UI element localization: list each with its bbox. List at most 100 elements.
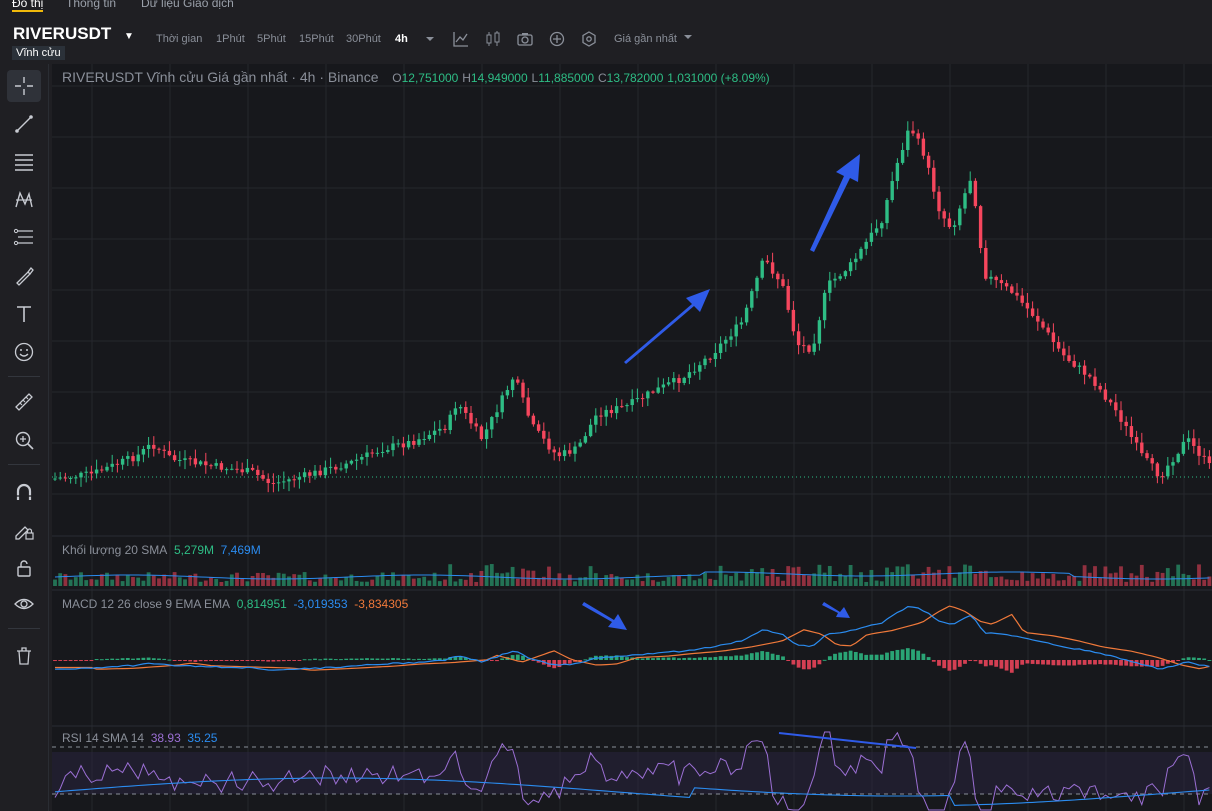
candle-body bbox=[172, 455, 177, 461]
crosshair-tool[interactable] bbox=[7, 70, 41, 102]
candle-body bbox=[276, 482, 281, 484]
trend-line-tool[interactable] bbox=[7, 108, 41, 140]
volume-bar bbox=[635, 574, 640, 586]
timeframe-4h[interactable]: 4h bbox=[395, 33, 408, 45]
volume-bar bbox=[859, 572, 863, 586]
macd-histogram-bar bbox=[853, 651, 858, 660]
macd-histogram-bar bbox=[463, 657, 468, 660]
timeframe-1m[interactable]: 1Phút bbox=[216, 33, 245, 45]
macd-histogram-bar bbox=[708, 657, 713, 660]
chart-canvas[interactable] bbox=[52, 64, 1212, 811]
candle-body bbox=[817, 320, 822, 344]
macd-histogram-bar bbox=[859, 653, 863, 660]
candle-body bbox=[474, 423, 478, 427]
candle-body bbox=[1202, 455, 1206, 457]
macd-histogram-bar bbox=[999, 660, 1004, 669]
more-timeframes-icon[interactable] bbox=[421, 30, 439, 48]
candle-body bbox=[692, 371, 697, 373]
add-indicator-icon[interactable] bbox=[548, 30, 566, 48]
delete-drawings-tool[interactable] bbox=[7, 640, 41, 672]
macd-histogram-bar bbox=[1113, 660, 1118, 665]
macd-histogram-bar bbox=[838, 652, 843, 660]
magnet-tool[interactable] bbox=[7, 476, 41, 508]
macd-histogram-bar bbox=[515, 654, 520, 660]
macd-histogram-bar bbox=[188, 660, 193, 662]
volume-bar bbox=[619, 577, 624, 586]
volume-bar bbox=[973, 573, 978, 586]
volume-bar bbox=[812, 573, 817, 586]
timeframe-30m[interactable]: 30Phút bbox=[346, 33, 381, 45]
tab-trading-data[interactable]: Dữ liệu Giao dịch bbox=[141, 0, 234, 10]
candle-body bbox=[354, 459, 359, 461]
price-type-dropdown-icon[interactable] bbox=[682, 31, 694, 43]
volume-bar bbox=[760, 568, 765, 586]
macd-histogram-bar bbox=[94, 659, 99, 661]
volume-bar bbox=[328, 578, 333, 586]
macd-histogram-bar bbox=[183, 660, 187, 661]
chart-area[interactable]: RIVERUSDT Vĩnh cửu Giá gần nhất · 4h · B… bbox=[52, 64, 1212, 811]
macd-histogram-bar bbox=[848, 650, 853, 660]
macd-histogram-bar bbox=[812, 660, 817, 668]
tab-chart[interactable]: Đồ thị bbox=[12, 0, 44, 12]
timeframe-15m[interactable]: 15Phút bbox=[299, 33, 334, 45]
volume-bar bbox=[1056, 580, 1061, 586]
volume-bar bbox=[370, 579, 375, 586]
macd-histogram-bar bbox=[307, 659, 312, 661]
candle-body bbox=[406, 441, 411, 448]
candle-body bbox=[916, 133, 920, 139]
macd-histogram-bar bbox=[1119, 660, 1123, 666]
candle-body bbox=[734, 324, 738, 337]
drawing-mode-tool[interactable] bbox=[7, 514, 41, 546]
visibility-tool[interactable] bbox=[7, 588, 41, 620]
macd-histogram-bar bbox=[255, 660, 260, 661]
symbol-name[interactable]: RIVERUSDT bbox=[13, 24, 112, 43]
volume-bar bbox=[1030, 573, 1035, 586]
macd-histogram-bar bbox=[63, 660, 68, 661]
volume-bar bbox=[931, 572, 936, 586]
volume-bar bbox=[1176, 564, 1181, 586]
price-type-select[interactable]: Giá gần nhất bbox=[614, 33, 677, 45]
indicators-icon[interactable] bbox=[484, 30, 502, 48]
fib-tool[interactable] bbox=[7, 222, 41, 254]
symbol-dropdown-icon[interactable]: ▼ bbox=[124, 31, 134, 42]
candle-body bbox=[339, 468, 343, 470]
candle-body bbox=[453, 408, 458, 415]
volume-bar bbox=[151, 575, 156, 586]
zoom-in-tool[interactable] bbox=[7, 424, 41, 456]
ruler-tool[interactable] bbox=[7, 386, 41, 418]
volume-bar bbox=[671, 575, 676, 586]
brush-tool[interactable] bbox=[7, 260, 41, 292]
timeframe-5m[interactable]: 5Phút bbox=[257, 33, 286, 45]
candle-body bbox=[214, 463, 218, 466]
emoji-tool[interactable] bbox=[7, 336, 41, 368]
macd-histogram-bar bbox=[385, 658, 390, 660]
camera-icon[interactable] bbox=[516, 30, 534, 48]
macd-histogram-bar bbox=[250, 660, 255, 661]
macd-histogram-bar bbox=[318, 659, 323, 661]
toolbar-divider bbox=[8, 628, 40, 629]
candle-body bbox=[110, 463, 114, 467]
volume-bar bbox=[297, 574, 302, 586]
macd-histogram-bar bbox=[79, 660, 83, 661]
horizontal-lines-tool[interactable] bbox=[7, 146, 41, 178]
lock-tool[interactable] bbox=[7, 552, 41, 584]
macd-histogram-bar bbox=[261, 660, 265, 662]
volume-bar bbox=[271, 577, 276, 586]
tab-info[interactable]: Thông tin bbox=[66, 0, 117, 10]
volume-bar bbox=[177, 577, 182, 586]
text-tool[interactable] bbox=[7, 298, 41, 330]
macd-histogram-bar bbox=[635, 658, 640, 660]
volume-bar bbox=[281, 573, 286, 586]
volume-bar bbox=[853, 578, 858, 586]
chart-type-icon[interactable] bbox=[452, 30, 470, 48]
macd-histogram-bar bbox=[1129, 660, 1134, 667]
macd-histogram-bar bbox=[765, 651, 770, 660]
settings-icon[interactable] bbox=[580, 30, 598, 48]
macd-histogram-bar bbox=[271, 660, 276, 662]
volume-bar bbox=[63, 574, 68, 586]
pattern-tool[interactable] bbox=[7, 184, 41, 216]
volume-bar bbox=[68, 579, 73, 586]
volume-bar bbox=[911, 574, 915, 586]
open-value: 12,751000 bbox=[401, 71, 459, 85]
volume-bar bbox=[469, 573, 473, 586]
